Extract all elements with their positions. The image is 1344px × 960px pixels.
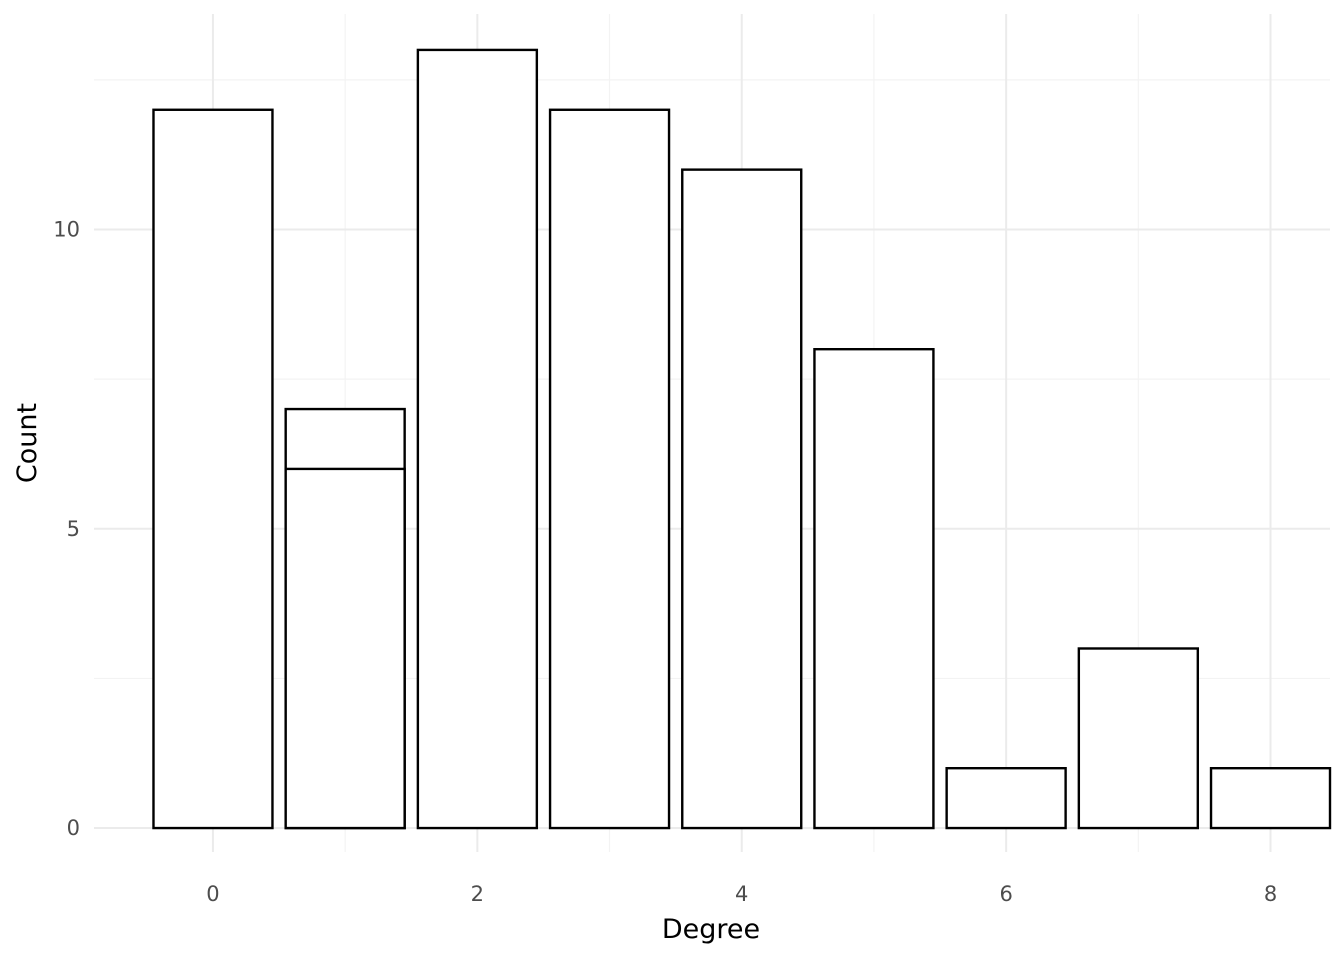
bar <box>1209 767 1332 830</box>
bars <box>152 48 1332 830</box>
bar <box>813 348 935 830</box>
bar <box>416 48 539 830</box>
x-tick-label: 4 <box>735 882 748 906</box>
y-tick-labels: 0 5 10 <box>53 217 80 840</box>
bar <box>1077 647 1200 830</box>
bar <box>681 168 803 830</box>
x-tick-label: 8 <box>1264 882 1277 906</box>
y-tick-label: 5 <box>67 517 80 541</box>
y-tick-label: 10 <box>53 217 80 241</box>
x-tick-labels: 0 2 4 6 8 <box>206 882 1277 906</box>
x-tick-label: 0 <box>206 882 219 906</box>
y-tick-label: 0 <box>67 816 80 840</box>
bar <box>945 767 1067 830</box>
x-tick-label: 2 <box>471 882 484 906</box>
bar <box>284 467 406 830</box>
bar <box>152 108 274 830</box>
bar <box>548 108 671 830</box>
x-axis-title: Degree <box>662 914 760 945</box>
y-axis-title: Count <box>12 403 43 483</box>
x-tick-label: 6 <box>999 882 1012 906</box>
